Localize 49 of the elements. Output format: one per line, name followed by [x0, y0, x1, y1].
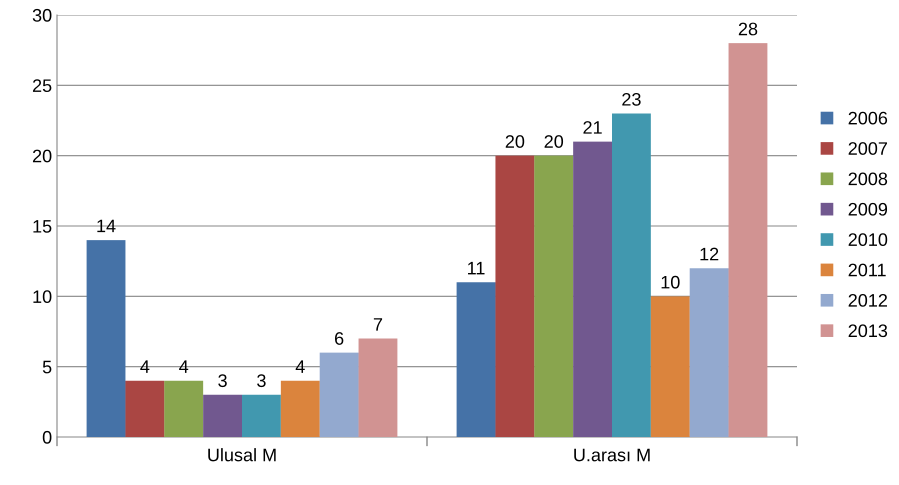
- bar: [728, 43, 768, 437]
- legend-label: 2006: [848, 112, 888, 125]
- x-tick-label: Ulusal M: [208, 448, 276, 462]
- data-label: 4: [140, 360, 150, 373]
- data-label: 20: [544, 135, 564, 148]
- bar: [573, 142, 612, 437]
- bar: [358, 338, 398, 437]
- y-tick-label: 15: [33, 220, 52, 233]
- legend-label: 2013: [848, 324, 888, 338]
- bar: [612, 113, 651, 437]
- y-tick-label: 20: [32, 150, 52, 162]
- bar: [164, 380, 204, 437]
- bar: [242, 394, 281, 437]
- bar: [125, 380, 164, 437]
- legend-label: 2010: [848, 233, 888, 246]
- bar: [495, 156, 534, 437]
- legend-label: 2007: [848, 142, 887, 155]
- bar: [534, 156, 574, 437]
- x-tick-label: U.arası M: [574, 448, 650, 462]
- y-tick-label: 10: [33, 290, 52, 304]
- data-label: 12: [700, 248, 718, 260]
- bar: [690, 268, 729, 437]
- data-label: 21: [583, 121, 602, 134]
- data-label: 4: [296, 360, 305, 373]
- legend-label: 2012: [848, 294, 887, 307]
- data-label: 3: [257, 374, 266, 388]
- y-tick-label: 5: [42, 360, 52, 374]
- data-label: 23: [622, 92, 641, 106]
- y-tick-label: 25: [32, 79, 52, 92]
- data-label: 20: [506, 135, 524, 148]
- data-label: 11: [468, 262, 485, 274]
- bar: [280, 380, 320, 437]
- bar: [203, 394, 242, 437]
- y-tick-label: 30: [32, 8, 52, 22]
- data-label: 6: [335, 332, 344, 345]
- data-label: 4: [179, 360, 188, 373]
- bar: [650, 296, 690, 437]
- data-label: 3: [218, 374, 227, 388]
- bar: [320, 352, 359, 437]
- data-label: 14: [97, 220, 116, 232]
- data-label: 7: [374, 318, 382, 331]
- data-label: 28: [738, 22, 758, 36]
- data-label: 10: [662, 276, 680, 289]
- legend-label: 2008: [848, 172, 888, 186]
- legend-label: 2009: [848, 202, 888, 216]
- bar: [86, 240, 126, 437]
- legend-label: 2011: [848, 264, 886, 276]
- y-tick-label: 0: [42, 430, 52, 444]
- bar: [456, 282, 496, 437]
